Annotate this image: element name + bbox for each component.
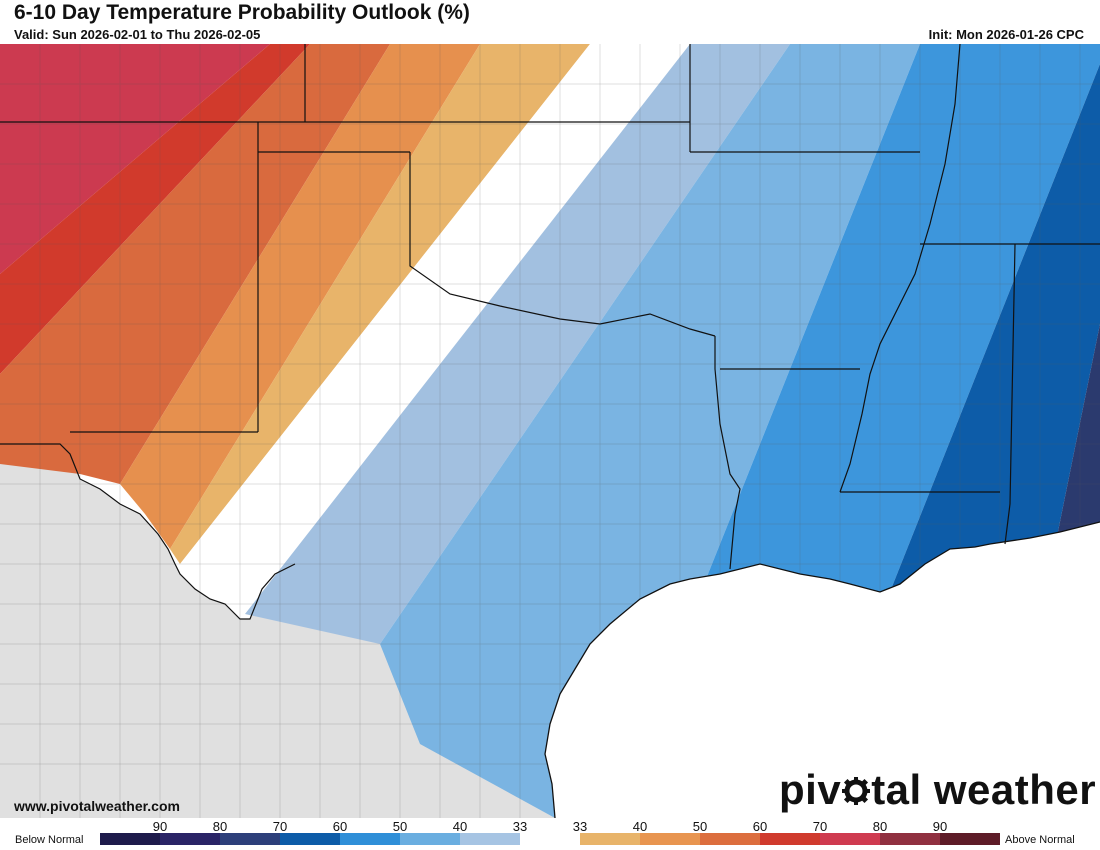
- legend-tick-label: 60: [332, 819, 348, 834]
- legend-swatch: [580, 833, 640, 845]
- legend-tick-label: 40: [632, 819, 648, 834]
- legend-tick-label: 33: [572, 819, 588, 834]
- init-time: Init: Mon 2026-01-26 CPC: [928, 27, 1084, 42]
- legend-tick-label: 90: [932, 819, 948, 834]
- brand-text-start: piv: [779, 766, 842, 813]
- legend-tick-labels: 90 80 70 60 50 40 33 33 40 50 60 70 80 90: [100, 819, 1000, 834]
- chart-title: 6-10 Day Temperature Probability Outlook…: [14, 1, 470, 24]
- legend-swatch: [760, 833, 820, 845]
- website-url: www.pivotalweather.com: [14, 798, 180, 814]
- legend-swatch: [880, 833, 940, 845]
- legend-tick-label: 90: [152, 819, 168, 834]
- legend-swatch: [100, 833, 160, 845]
- gulf-of-mexico: [545, 522, 1100, 818]
- legend-tick-label: 70: [272, 819, 288, 834]
- legend-swatch: [460, 833, 520, 845]
- legend-tick-label: 80: [212, 819, 228, 834]
- legend-swatch: [520, 833, 580, 845]
- legend-below-normal: Below Normal: [15, 834, 84, 846]
- legend-swatch: [340, 833, 400, 845]
- band-near-normal: [180, 44, 690, 614]
- state-boundaries: [0, 44, 1100, 620]
- band-below-33: [245, 44, 790, 644]
- valid-period: Valid: Sun 2026-02-01 to Thu 2026-02-05: [14, 27, 261, 42]
- legend-swatch: [820, 833, 880, 845]
- legend-tick-label: 33: [512, 819, 528, 834]
- band-below-40: [380, 44, 920, 818]
- legend-swatch: [640, 833, 700, 845]
- legend-tick-label: 50: [692, 819, 708, 834]
- gulf-coastline: [544, 521, 1100, 818]
- legend-swatch: [160, 833, 220, 845]
- legend-tick-label: 70: [812, 819, 828, 834]
- pivotal-weather-logo: piv tal weather: [779, 766, 1096, 814]
- county-lines: [0, 44, 1100, 818]
- legend-color-bar: [100, 833, 1000, 845]
- outlook-map: [0, 44, 1100, 818]
- legend-tick-label: 60: [752, 819, 768, 834]
- band-above-33: [170, 44, 590, 564]
- legend-swatch: [700, 833, 760, 845]
- legend-swatch: [220, 833, 280, 845]
- band-above-40: [120, 44, 480, 549]
- band-above-50: [0, 44, 390, 484]
- legend-above-normal: Above Normal: [1005, 834, 1075, 846]
- legend-tick-label: 40: [452, 819, 468, 834]
- legend-tick-label: 80: [872, 819, 888, 834]
- color-legend: Below Normal 90 80 70 60 50 40 33 33 40 50 60 70 80 9…: [0, 818, 1100, 850]
- legend-swatch: [940, 833, 1000, 845]
- legend-tick-label: 50: [392, 819, 408, 834]
- gear-icon: [841, 766, 871, 814]
- legend-swatch: [400, 833, 460, 845]
- legend-swatch: [280, 833, 340, 845]
- brand-text-end: tal weather: [871, 766, 1097, 813]
